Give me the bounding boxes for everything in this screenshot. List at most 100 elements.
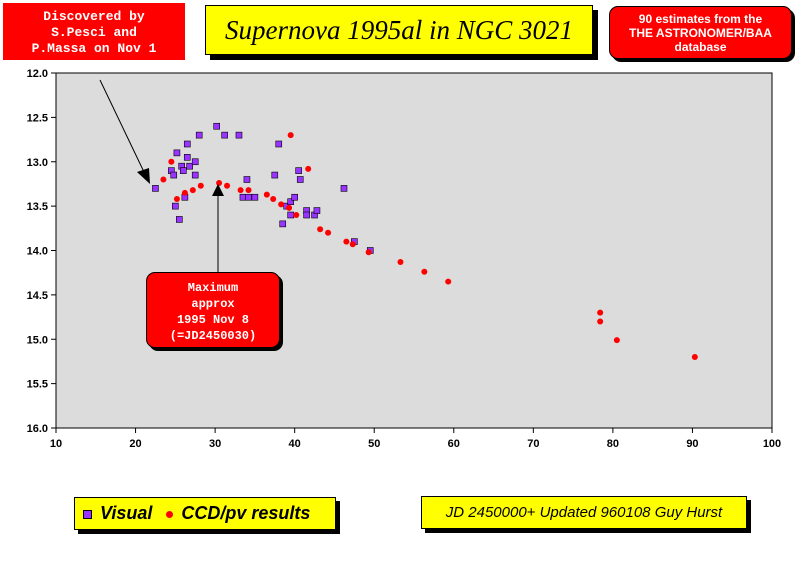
legend-visual-marker xyxy=(83,509,92,519)
discovery-arrow-line xyxy=(99,79,145,173)
ccd-point xyxy=(325,229,332,236)
ccd-point xyxy=(397,259,404,266)
x-tick-label: 50 xyxy=(368,438,380,450)
y-tick-label: 12.5 xyxy=(27,112,48,124)
ccd-point xyxy=(317,226,324,233)
y-axis: 12.0 12.5 13.0 13.5 14.0 14.5 15.0 15.5 16.0 xyxy=(27,68,56,435)
visual-point xyxy=(170,171,178,179)
ccd-point xyxy=(278,201,285,208)
ccd-point xyxy=(216,180,223,187)
estimates-line-3: database xyxy=(674,40,727,54)
estimates-line-1: 90 estimates from the xyxy=(638,12,763,26)
visual-point xyxy=(251,193,259,201)
visual-point xyxy=(287,211,294,219)
visual-point xyxy=(183,140,191,148)
y-tick-label: 12.0 xyxy=(27,68,48,80)
visual-point xyxy=(295,167,302,174)
maximum-line-3: 1995 Nov 8 xyxy=(176,313,249,327)
legend-ccd-label: CCD/pv results xyxy=(181,503,311,523)
legend: Visual CCD/pv results xyxy=(74,497,336,530)
x-tick-label: 70 xyxy=(527,438,539,450)
ccd-point xyxy=(270,196,277,203)
discovery-line-2: S.Pesci and xyxy=(51,25,137,40)
discovery-line-1: Discovered by xyxy=(43,9,145,24)
ccd-point xyxy=(305,165,312,172)
visual-point xyxy=(152,185,159,192)
ccd-point xyxy=(421,268,428,275)
ccd-point xyxy=(237,187,244,194)
visual-point xyxy=(279,220,287,228)
maximum-note: Maximum approx 1995 Nov 8 (=JD2450030) xyxy=(146,272,280,348)
visual-point xyxy=(179,167,187,174)
ccd-point xyxy=(263,191,270,198)
visual-point xyxy=(243,176,251,183)
y-tick-label: 15.5 xyxy=(27,379,48,391)
visual-point xyxy=(303,211,310,219)
ccd-point xyxy=(245,187,252,194)
ccd-point xyxy=(168,158,175,165)
ccd-point xyxy=(160,176,167,183)
y-tick-label: 16.0 xyxy=(27,423,48,435)
visual-point xyxy=(176,216,183,223)
chart-title: Supernova 1995al in NGC 3021 xyxy=(205,5,593,55)
y-tick-label: 13.0 xyxy=(27,157,48,169)
visual-point xyxy=(235,131,243,139)
legend-visual-label: Visual xyxy=(100,503,153,523)
maximum-arrowhead xyxy=(212,184,224,196)
ccd-point xyxy=(445,278,452,285)
ccd-point xyxy=(287,132,294,139)
visual-point xyxy=(271,171,279,179)
ccd-point xyxy=(293,212,300,218)
y-tick-label: 14.5 xyxy=(27,290,48,302)
x-tick-label: 80 xyxy=(607,438,619,450)
ccd-point xyxy=(343,238,350,245)
data-points xyxy=(152,122,698,360)
y-tick-label: 15.0 xyxy=(27,334,48,346)
ccd-point xyxy=(173,196,180,203)
visual-point xyxy=(186,162,193,170)
x-tick-label: 90 xyxy=(686,438,698,450)
visual-point xyxy=(287,198,294,205)
y-tick-label: 13.5 xyxy=(27,201,48,213)
discovery-line-3: P.Massa on Nov 1 xyxy=(31,41,157,56)
visual-point xyxy=(173,149,181,157)
visual-point xyxy=(191,171,199,179)
estimates-note: 90 estimates from the THE ASTRONOMER/BAA… xyxy=(609,6,792,59)
ccd-point xyxy=(189,187,196,194)
visual-point xyxy=(195,131,203,139)
estimates-line-2: THE ASTRONOMER/BAA xyxy=(629,26,772,40)
maximum-line-1: Maximum xyxy=(187,281,239,295)
visual-point xyxy=(191,158,199,166)
y-tick-label: 14.0 xyxy=(27,246,48,258)
maximum-line-4: (=JD2450030) xyxy=(169,329,257,343)
visual-point xyxy=(172,202,179,210)
ccd-point xyxy=(691,354,698,360)
ccd-point xyxy=(613,337,620,344)
ccd-point xyxy=(224,182,231,189)
x-tick-label: 10 xyxy=(50,438,62,450)
visual-point xyxy=(221,131,228,139)
x-tick-label: 30 xyxy=(209,438,221,450)
maximum-line-2: approx xyxy=(191,297,235,311)
visual-point xyxy=(313,207,321,214)
visual-point xyxy=(183,154,191,161)
legend-ccd-marker xyxy=(166,510,174,518)
ccd-point xyxy=(181,189,188,196)
visual-point xyxy=(239,193,247,201)
ccd-point xyxy=(197,182,204,189)
x-tick-label: 20 xyxy=(129,438,141,450)
x-tick-label: 60 xyxy=(448,438,460,450)
update-note: JD 2450000+ Updated 960108 Guy Hurst xyxy=(421,496,747,529)
x-axis: 10 20 30 40 50 60 70 80 90 100 xyxy=(50,428,781,450)
visual-point xyxy=(296,176,304,183)
visual-point xyxy=(291,193,298,201)
discovery-note: Discovered by S.Pesci and P.Massa on Nov… xyxy=(3,3,185,60)
visual-point xyxy=(275,140,283,148)
ccd-point xyxy=(286,204,293,211)
x-tick-label: 40 xyxy=(289,438,301,450)
visual-point xyxy=(213,122,221,130)
ccd-point xyxy=(597,309,604,316)
visual-point xyxy=(340,185,348,192)
plot-area xyxy=(55,72,773,429)
